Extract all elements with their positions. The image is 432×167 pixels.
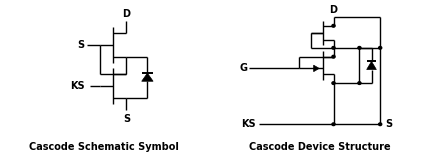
Text: Cascode Schematic Symbol: Cascode Schematic Symbol	[29, 142, 178, 152]
Text: D: D	[330, 5, 337, 15]
Circle shape	[332, 24, 335, 27]
Text: KS: KS	[241, 119, 256, 129]
Text: D: D	[123, 9, 130, 19]
Text: S: S	[123, 114, 130, 124]
Circle shape	[332, 55, 335, 58]
Polygon shape	[142, 73, 153, 81]
Text: G: G	[239, 63, 247, 73]
Text: KS: KS	[70, 81, 85, 91]
Circle shape	[378, 46, 382, 49]
Text: S: S	[385, 119, 392, 129]
Circle shape	[332, 82, 335, 85]
Circle shape	[378, 123, 382, 126]
Text: S: S	[78, 40, 85, 50]
Circle shape	[332, 123, 335, 126]
Circle shape	[332, 46, 335, 49]
Polygon shape	[367, 61, 376, 69]
Polygon shape	[314, 65, 319, 72]
Circle shape	[358, 46, 361, 49]
Text: Cascode Device Structure: Cascode Device Structure	[249, 142, 391, 152]
Circle shape	[358, 82, 361, 85]
